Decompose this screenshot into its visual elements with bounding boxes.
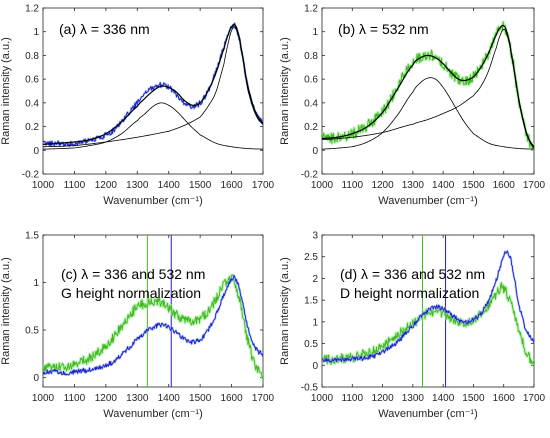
x-tick-label: 1000 bbox=[32, 393, 55, 404]
y-axis-label: Raman intensity (a.u.) bbox=[279, 37, 291, 145]
x-tick-label: 1500 bbox=[189, 393, 212, 404]
x-tick-label: 1400 bbox=[432, 180, 455, 191]
panel-annotation: (c) λ = 336 and 532 nm bbox=[61, 266, 205, 282]
y-tick-label: 1 bbox=[33, 27, 39, 38]
x-tick-label: 1200 bbox=[95, 180, 118, 191]
x-tick-label: 1100 bbox=[342, 393, 364, 404]
y-tick-label: 0 bbox=[33, 373, 39, 384]
y-tick-label: 0.4 bbox=[304, 98, 318, 109]
x-axis-label: Wavenumber (cm⁻¹) bbox=[103, 408, 203, 420]
y-tick-label: 1 bbox=[33, 278, 39, 289]
x-axis-label: Wavenumber (cm⁻¹) bbox=[378, 408, 478, 420]
x-tick-label: 1100 bbox=[64, 393, 86, 404]
x-tick-label: 1700 bbox=[252, 393, 275, 404]
x-tick-label: 1100 bbox=[342, 180, 364, 191]
y-tick-label: 3 bbox=[312, 231, 318, 242]
x-tick-label: 1500 bbox=[462, 180, 485, 191]
y-tick-label: 1 bbox=[312, 317, 318, 328]
x-tick-label: 1300 bbox=[126, 393, 149, 404]
y-tick-label: 0.2 bbox=[304, 122, 318, 133]
x-tick-label: 1400 bbox=[158, 180, 181, 191]
x-tick-label: 1200 bbox=[371, 393, 394, 404]
series-line-blue-336nm bbox=[322, 250, 534, 363]
chart-d: 1000 1100 1200 1300 1400 1500 1600 1700 -0.5 0 0.5… bbox=[279, 231, 546, 421]
plot-area bbox=[321, 7, 535, 175]
x-tick-label: 1300 bbox=[402, 393, 425, 404]
y-tick-label: 0.6 bbox=[304, 75, 318, 86]
x-tick-label: 1600 bbox=[220, 180, 243, 191]
y-tick-label: 1.2 bbox=[25, 4, 39, 15]
series-line-fit-D bbox=[43, 102, 263, 150]
series-line-green-532nm bbox=[43, 274, 263, 380]
x-tick-label: 1200 bbox=[95, 393, 118, 404]
y-tick-label: 0 bbox=[33, 146, 39, 157]
chart-a: 1000 1100 1200 1300 1400 1500 1600 1700 -0.2 0 0.2… bbox=[0, 4, 275, 208]
x-tick-label: 1700 bbox=[252, 180, 275, 191]
x-tick-label: 1600 bbox=[493, 180, 516, 191]
y-axis-label: Raman intensity (a.u.) bbox=[0, 257, 12, 365]
y-tick-label: 2 bbox=[312, 274, 318, 285]
y-tick-label: 0.5 bbox=[304, 339, 318, 350]
chart-b: 1000 1100 1200 1300 1400 1500 1600 1700 -0.2 0 0.2… bbox=[279, 4, 546, 208]
y-tick-label: 1 bbox=[312, 27, 318, 38]
x-tick-label: 1000 bbox=[311, 393, 334, 404]
y-tick-label: 1.5 bbox=[25, 231, 39, 242]
series-line-fit-D bbox=[322, 77, 534, 150]
x-tick-label: 1400 bbox=[432, 393, 455, 404]
x-tick-label: 1500 bbox=[462, 393, 485, 404]
series-line-green-532nm bbox=[322, 282, 534, 365]
y-tick-label: -0.5 bbox=[301, 383, 319, 394]
series-line-fit-G bbox=[322, 28, 534, 149]
y-tick-label: 2.5 bbox=[304, 252, 318, 263]
series-line-fit-G bbox=[43, 26, 263, 148]
x-axis-label: Wavenumber (cm⁻¹) bbox=[378, 195, 478, 207]
y-axis-label: Raman intensity (a.u.) bbox=[279, 257, 291, 365]
panel-annotation: (b) λ = 532 nm bbox=[338, 21, 429, 37]
series-line-fit-total bbox=[322, 24, 534, 148]
y-tick-label: 0 bbox=[312, 361, 318, 372]
y-tick-label: 0.4 bbox=[25, 98, 39, 109]
x-tick-label: 1300 bbox=[402, 180, 425, 191]
plot-marks bbox=[322, 235, 534, 387]
panel-annotation: G height normalization bbox=[61, 285, 201, 301]
y-tick-label: 0.2 bbox=[25, 122, 39, 133]
x-tick-label: 1500 bbox=[189, 180, 212, 191]
series-line-fit-total bbox=[43, 23, 263, 145]
y-tick-label: 0.5 bbox=[25, 326, 39, 337]
x-tick-label: 1400 bbox=[158, 393, 181, 404]
x-tick-label: 1000 bbox=[32, 180, 55, 191]
y-tick-label: 0.6 bbox=[25, 75, 39, 86]
y-tick-label: 0.8 bbox=[304, 51, 318, 62]
x-tick-label: 1000 bbox=[311, 180, 334, 191]
x-tick-label: 1600 bbox=[220, 393, 243, 404]
x-axis-label: Wavenumber (cm⁻¹) bbox=[103, 195, 203, 207]
x-tick-label: 1300 bbox=[126, 180, 149, 191]
series-line-blue-336nm bbox=[43, 274, 263, 376]
panel-annotation: D height normalization bbox=[340, 285, 479, 301]
x-tick-label: 1100 bbox=[64, 180, 86, 191]
chart-c: 1000 1100 1200 1300 1400 1500 1600 1700 0 0.5 1 1.5… bbox=[0, 231, 275, 421]
panel-annotation: (a) λ = 336 nm bbox=[59, 21, 150, 37]
panel-annotation: (d) λ = 336 and 532 nm bbox=[340, 266, 485, 282]
y-tick-label: 0 bbox=[312, 146, 318, 157]
y-tick-label: -0.2 bbox=[22, 170, 40, 181]
x-tick-label: 1200 bbox=[371, 180, 394, 191]
plot-marks bbox=[43, 22, 263, 150]
y-tick-label: -0.2 bbox=[301, 170, 319, 181]
plot-marks bbox=[43, 235, 263, 387]
y-tick-label: 1.5 bbox=[304, 296, 318, 307]
x-tick-label: 1700 bbox=[523, 180, 546, 191]
y-axis-label: Raman intensity (a.u.) bbox=[0, 37, 12, 145]
x-tick-label: 1600 bbox=[493, 393, 516, 404]
y-tick-label: 0.8 bbox=[25, 51, 39, 62]
x-tick-label: 1700 bbox=[523, 393, 546, 404]
y-tick-label: 1.2 bbox=[304, 4, 318, 15]
plot-marks bbox=[322, 20, 534, 152]
